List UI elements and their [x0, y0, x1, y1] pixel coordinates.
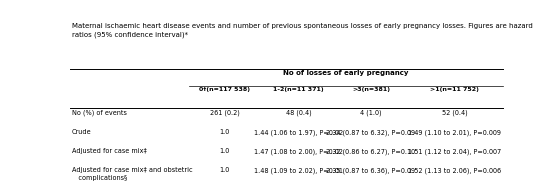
- Text: >3(n=381): >3(n=381): [352, 87, 390, 92]
- Text: No (%) of events: No (%) of events: [72, 110, 127, 116]
- Text: No of losses of early pregnancy: No of losses of early pregnancy: [283, 70, 409, 76]
- Text: 1.51 (1.12 to 2.04), P=0.007: 1.51 (1.12 to 2.04), P=0.007: [408, 148, 501, 155]
- Text: 1.48 (1.09 to 2.02), P=0.01: 1.48 (1.09 to 2.02), P=0.01: [254, 167, 343, 174]
- Text: 1.49 (1.10 to 2.01), P=0.009: 1.49 (1.10 to 2.01), P=0.009: [408, 129, 501, 136]
- Text: 0†(n=117 538): 0†(n=117 538): [199, 87, 250, 92]
- Text: >1(n=11 752): >1(n=11 752): [430, 87, 479, 92]
- Text: Adjusted for case mix‡ and obstetric
   complications§: Adjusted for case mix‡ and obstetric com…: [72, 167, 193, 181]
- Text: 261 (0.2): 261 (0.2): [210, 110, 240, 116]
- Text: 2.32 (0.86 to 6.27), P=0.10: 2.32 (0.86 to 6.27), P=0.10: [326, 148, 415, 155]
- Text: 2.35 (0.87 to 6.36), P=0.09: 2.35 (0.87 to 6.36), P=0.09: [326, 167, 415, 174]
- Text: 1.0: 1.0: [220, 148, 230, 154]
- Text: 52 (0.4): 52 (0.4): [442, 110, 467, 116]
- Text: 1.44 (1.06 to 1.97), P=0.02: 1.44 (1.06 to 1.97), P=0.02: [254, 129, 343, 136]
- Text: Crude: Crude: [72, 129, 92, 135]
- Text: Adjusted for case mix‡: Adjusted for case mix‡: [72, 148, 147, 154]
- Text: 1.0: 1.0: [220, 167, 230, 173]
- Text: Maternal ischaemic heart disease events and number of previous spontaneous losse: Maternal ischaemic heart disease events …: [72, 24, 533, 38]
- Text: 48 (0.4): 48 (0.4): [286, 110, 311, 116]
- Text: 1-2(n=11 371): 1-2(n=11 371): [273, 87, 324, 92]
- Text: 4 (1.0): 4 (1.0): [360, 110, 382, 116]
- Text: 1.52 (1.13 to 2.06), P=0.006: 1.52 (1.13 to 2.06), P=0.006: [408, 167, 501, 174]
- Text: 1.47 (1.08 to 2.00), P=0.02: 1.47 (1.08 to 2.00), P=0.02: [254, 148, 343, 155]
- Text: 1.0: 1.0: [220, 129, 230, 135]
- Text: 2.34 (0.87 to 6.32), P=0.09: 2.34 (0.87 to 6.32), P=0.09: [326, 129, 415, 136]
